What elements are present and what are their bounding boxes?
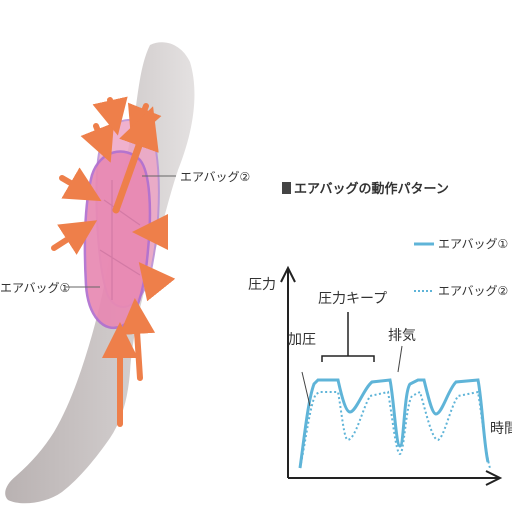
pressure-curves bbox=[298, 378, 491, 469]
airbag-callouts: エアバッグ② エアバッグ① bbox=[0, 170, 250, 295]
legend-label-airbag-1: エアバッグ① bbox=[438, 237, 508, 251]
curve-airbag-2 bbox=[299, 390, 491, 469]
arrow-right-lower bbox=[138, 261, 176, 302]
pattern-title-block: エアバッグの動作パターン bbox=[282, 181, 449, 197]
phase-annotations: 加圧 圧力キープ 排気 bbox=[288, 291, 416, 407]
curve-airbag-1 bbox=[298, 378, 490, 469]
arrow-left-middle bbox=[51, 220, 98, 255]
arrow-top-left bbox=[80, 122, 115, 163]
label-pressurize: 加圧 bbox=[288, 332, 316, 348]
airbag-2-label: エアバッグ② bbox=[180, 170, 250, 184]
arrow-inner-large bbox=[112, 106, 159, 214]
arrow-left-upper bbox=[59, 167, 102, 202]
axes bbox=[280, 265, 503, 486]
bracket-hold bbox=[321, 312, 375, 362]
label-hold: 圧力キープ bbox=[318, 291, 387, 307]
legend: エアバッグ① エアバッグ② bbox=[414, 237, 508, 298]
pressure-arrows bbox=[51, 96, 176, 427]
pointer-exhaust bbox=[397, 345, 403, 373]
pattern-title: エアバッグの動作パターン bbox=[294, 181, 449, 197]
x-axis-arrowhead bbox=[485, 470, 503, 486]
arrow-top bbox=[92, 96, 128, 136]
title-marker bbox=[282, 182, 291, 194]
pointer-pressurize bbox=[301, 371, 311, 407]
label-exhaust: 排気 bbox=[388, 328, 416, 344]
y-axis-arrowhead bbox=[280, 265, 296, 283]
airbag-illustration bbox=[83, 119, 160, 329]
arrow-bottom-right bbox=[119, 298, 156, 381]
y-axis-label: 圧力 bbox=[248, 277, 276, 293]
legend-label-airbag-2: エアバッグ② bbox=[438, 284, 508, 298]
x-axis-label: 時間 bbox=[490, 421, 512, 437]
airbag-1-label: エアバッグ① bbox=[0, 281, 70, 295]
